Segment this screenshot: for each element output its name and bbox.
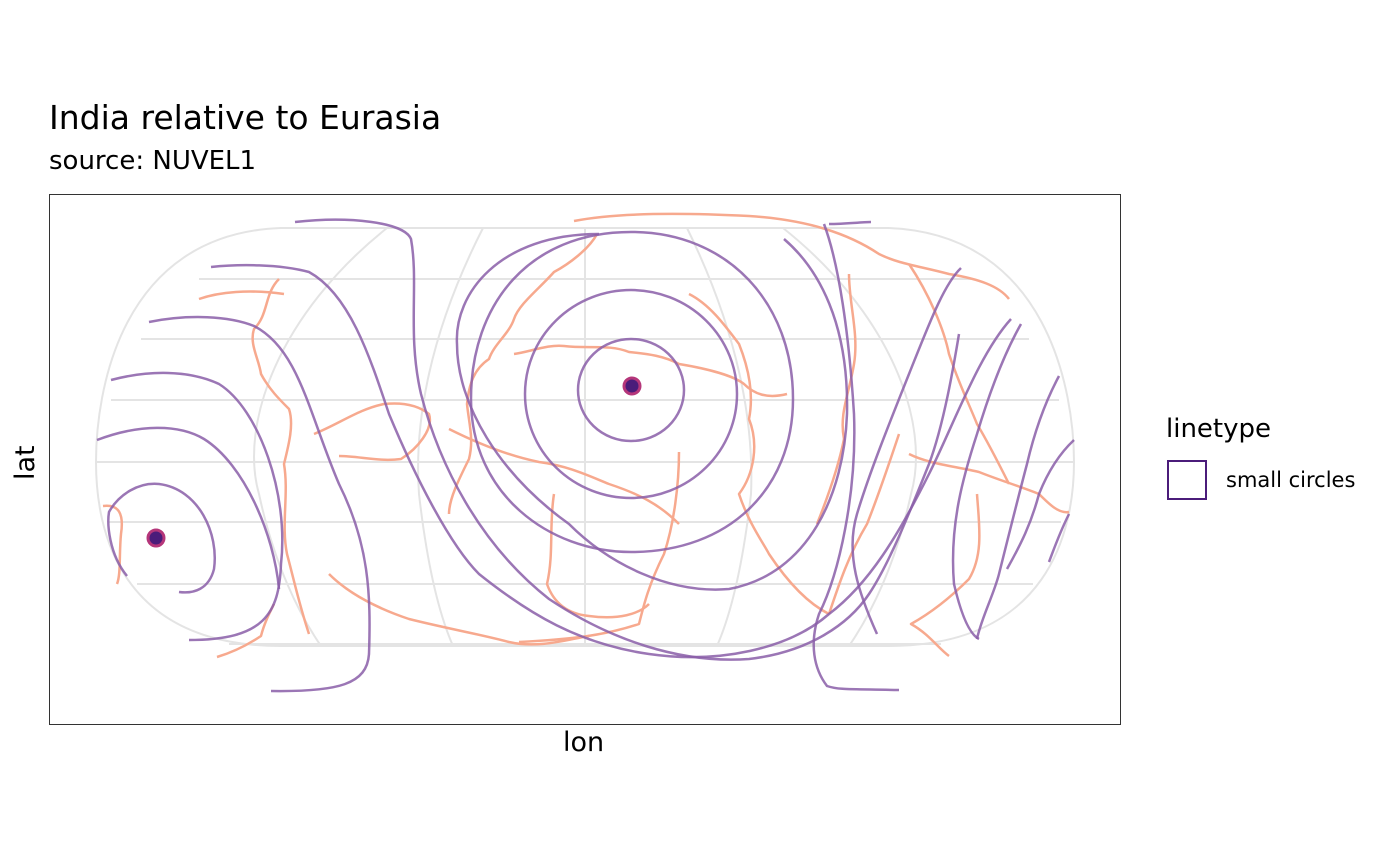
- plate-boundary: [313, 402, 432, 462]
- meridian: [253, 227, 388, 647]
- chart-subtitle: source: NUVEL1: [49, 146, 257, 176]
- rotation-pole: [622, 376, 642, 396]
- plate-boundary: [251, 278, 311, 635]
- plate-boundary: [573, 212, 1010, 300]
- small-circle: [1047, 513, 1071, 563]
- small-circle: [523, 288, 739, 500]
- plate-boundary: [815, 273, 857, 525]
- small-circle: [469, 230, 795, 554]
- small-circle: [1005, 439, 1075, 570]
- small-circle: [96, 426, 281, 590]
- rotation-poles: [146, 376, 642, 548]
- small-circle: [851, 267, 962, 635]
- plate-boundary: [545, 493, 650, 619]
- chart-title: India relative to Eurasia: [49, 98, 442, 137]
- small-circle: [975, 375, 1061, 640]
- small-circle: [210, 263, 1012, 659]
- y-axis-label: lat: [10, 445, 41, 480]
- plate-boundary: [907, 263, 1011, 485]
- small-circle: [951, 323, 1023, 641]
- small-circle: [828, 220, 872, 226]
- rotation-pole: [146, 528, 166, 548]
- small-circle: [107, 482, 216, 594]
- meridian: [782, 227, 917, 647]
- map-svg: [49, 194, 1121, 725]
- plate-boundary: [909, 493, 981, 658]
- plate-boundary: [688, 292, 830, 616]
- map-panel: [49, 194, 1121, 725]
- small-circles: [96, 218, 1075, 693]
- legend-title: linetype: [1166, 414, 1272, 444]
- small-circle: [110, 371, 284, 642]
- small-circle: [576, 337, 686, 443]
- legend-key-small-circles: [1167, 460, 1207, 500]
- plate-boundary: [328, 573, 590, 646]
- meridian: [686, 227, 753, 647]
- x-axis-label: lon: [563, 727, 605, 758]
- plate-boundary: [447, 233, 599, 515]
- small-circle: [812, 223, 900, 692]
- plate-boundary: [102, 504, 123, 585]
- small-circle: [148, 315, 371, 693]
- plate-boundary: [908, 452, 1070, 514]
- legend-label-small-circles: small circles: [1226, 468, 1356, 492]
- plate-boundary: [827, 433, 901, 615]
- graticule-outline: [94, 227, 1076, 647]
- small-circle: [455, 232, 849, 591]
- plate-boundary: [198, 290, 285, 301]
- plate-boundary: [513, 344, 788, 398]
